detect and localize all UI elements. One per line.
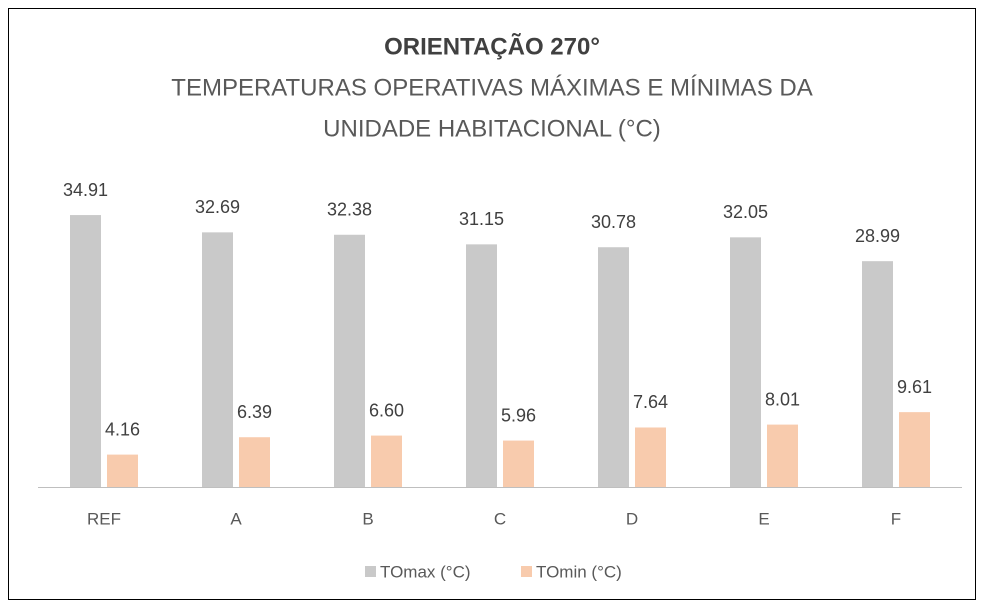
data-label: 6.60 <box>369 400 404 420</box>
bar <box>334 234 365 487</box>
data-label: 34.91 <box>63 180 108 200</box>
data-label: 28.99 <box>855 226 900 246</box>
bar <box>503 440 534 487</box>
bar <box>371 435 402 487</box>
bar <box>767 424 798 487</box>
data-label: 32.38 <box>327 200 372 220</box>
data-label: 4.16 <box>105 419 140 439</box>
legend-label: TOmax (°C) <box>380 562 471 581</box>
bar <box>70 215 101 488</box>
x-tick-label: F <box>891 509 901 528</box>
bar <box>202 232 233 487</box>
bar <box>899 412 930 487</box>
data-label: 7.64 <box>633 392 668 412</box>
bar <box>466 244 497 487</box>
x-tick-label: D <box>626 509 638 528</box>
chart-subtitle: UNIDADE HABITACIONAL (°C) <box>323 115 661 142</box>
x-tick-label: C <box>494 509 506 528</box>
x-tick-label: E <box>758 509 769 528</box>
legend-swatch <box>521 566 532 577</box>
bar <box>107 454 138 487</box>
data-label: 8.01 <box>765 389 800 409</box>
data-label: 5.96 <box>501 405 536 425</box>
data-label: 6.39 <box>237 402 272 422</box>
x-tick-label: REF <box>87 509 121 528</box>
bar <box>635 427 666 487</box>
bar <box>239 437 270 487</box>
legend-label: TOmin (°C) <box>536 562 622 581</box>
chart-subtitle: TEMPERATURAS OPERATIVAS MÁXIMAS E MÍNIMA… <box>171 74 812 101</box>
legend-swatch <box>365 566 376 577</box>
data-label: 9.61 <box>897 377 932 397</box>
bar <box>598 247 629 487</box>
bar <box>862 261 893 487</box>
bar <box>730 237 761 487</box>
data-label: 32.05 <box>723 202 768 222</box>
data-label: 31.15 <box>459 209 504 229</box>
data-label: 30.78 <box>591 212 636 232</box>
x-tick-label: A <box>230 509 242 528</box>
x-tick-label: B <box>362 509 373 528</box>
chart-title: ORIENTAÇÃO 270° <box>384 32 600 60</box>
data-label: 32.69 <box>195 197 240 217</box>
